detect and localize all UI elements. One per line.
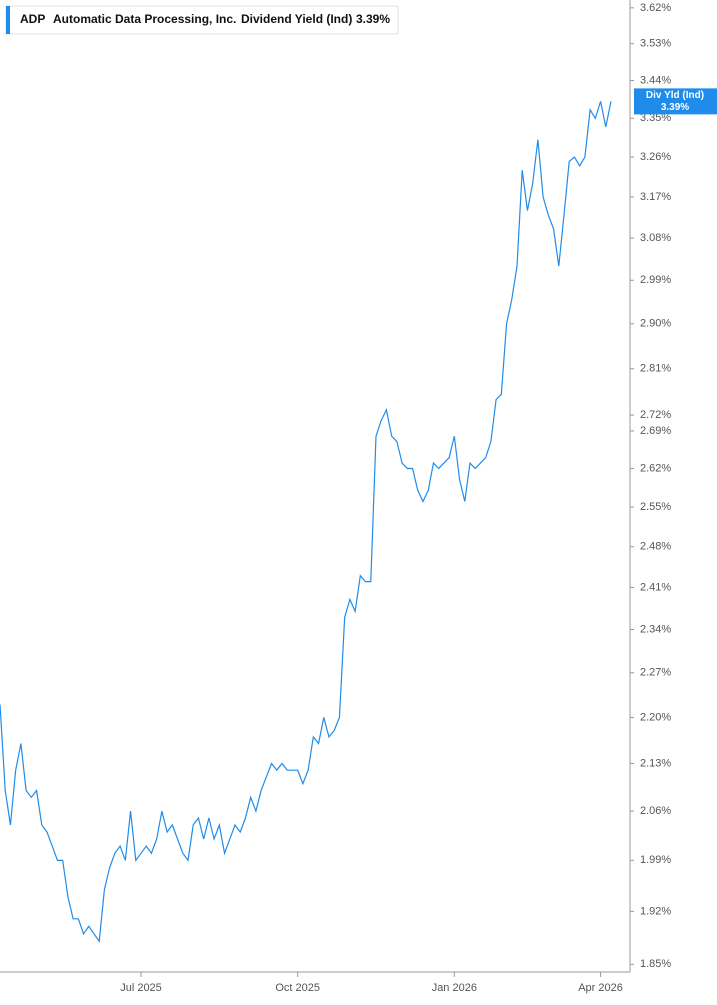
- y-tick-label: 2.81%: [640, 363, 671, 375]
- x-tick-label: Oct 2025: [275, 982, 320, 994]
- y-tick-label: 2.62%: [640, 462, 671, 474]
- y-tick-label: 2.06%: [640, 805, 671, 817]
- line-series: [0, 101, 612, 944]
- y-tick-label: 3.44%: [640, 74, 671, 86]
- y-tick-label: 3.62%: [640, 2, 671, 14]
- y-tick-label: 2.41%: [640, 581, 671, 593]
- y-tick-label: 2.48%: [640, 541, 671, 553]
- y-tick-label: 2.34%: [640, 623, 671, 635]
- y-tick-label: 3.08%: [640, 232, 671, 244]
- y-tick-label: 2.27%: [640, 667, 671, 679]
- x-tick-label: Jan 2026: [432, 982, 477, 994]
- header: ADP Automatic Data Processing, Inc. Divi…: [5, 5, 399, 35]
- x-tick-label: Apr 2026: [578, 982, 623, 994]
- tag-value: 3.39%: [661, 102, 689, 113]
- y-tick-label: 1.92%: [640, 905, 671, 917]
- header-marker: [6, 6, 10, 34]
- header-box: [5, 5, 399, 35]
- y-tick-label: 3.35%: [640, 112, 671, 124]
- company: Automatic Data Processing, Inc.: [53, 12, 236, 26]
- y-tick-label: 2.13%: [640, 757, 671, 769]
- y-tick-label: 2.90%: [640, 318, 671, 330]
- y-tick-label: 2.72%: [640, 409, 671, 421]
- y-tick-label: 3.53%: [640, 38, 671, 50]
- ticker: ADP: [20, 12, 45, 26]
- y-tick-label: 2.20%: [640, 711, 671, 723]
- x-tick-label: Jul 2025: [120, 982, 162, 994]
- y-tick-label: 2.69%: [640, 425, 671, 437]
- y-tick-label: 3.26%: [640, 151, 671, 163]
- metric: Dividend Yield (Ind): [241, 12, 352, 26]
- y-tick-label: 2.99%: [640, 274, 671, 286]
- last-value-tag: [634, 88, 717, 115]
- y-tick-label: 1.85%: [640, 958, 671, 970]
- metric-value: 3.39%: [356, 12, 390, 26]
- y-tick-label: 3.17%: [640, 191, 671, 203]
- y-tick-label: 1.99%: [640, 854, 671, 866]
- y-tick-label: 2.55%: [640, 501, 671, 513]
- tag-label: Div Yld (Ind): [646, 90, 704, 101]
